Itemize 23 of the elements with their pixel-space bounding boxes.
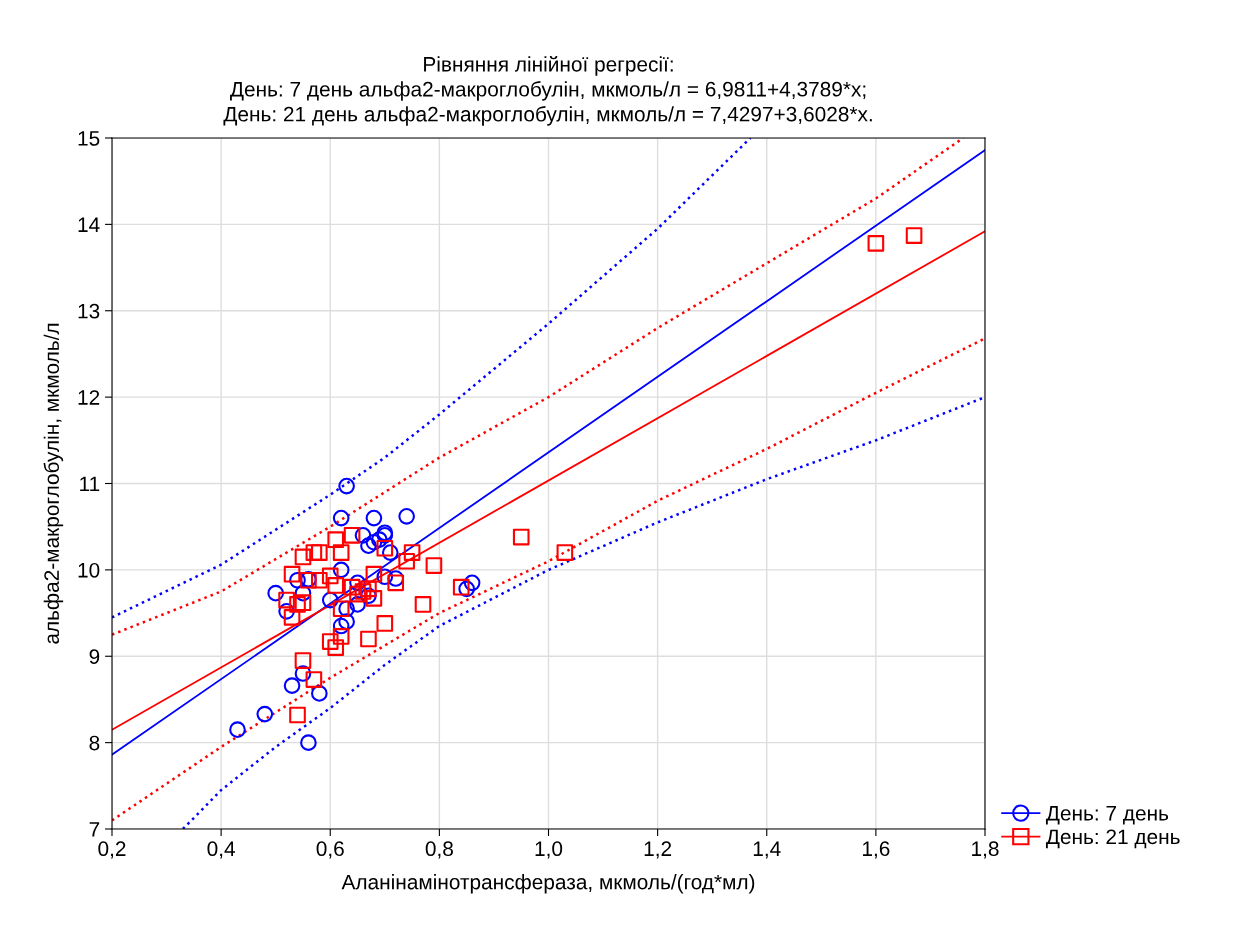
y-tick-label: 10 bbox=[78, 562, 100, 578]
x-tick-label: 0,6 bbox=[316, 841, 344, 859]
y-tick-label: 11 bbox=[80, 476, 100, 492]
x-axis-title: Аланінамінотрансфераза, мкмоль/(год*мл) bbox=[341, 874, 755, 894]
y-tick-label: 9 bbox=[89, 649, 100, 664]
y-tick-label: 14 bbox=[78, 217, 100, 232]
x-tick-label: 1,8 bbox=[972, 841, 999, 859]
x-tick-label: 0,4 bbox=[207, 841, 235, 859]
x-tick-label: 1,6 bbox=[862, 841, 890, 859]
y-tick-label: 12 bbox=[78, 390, 100, 405]
x-tick-label: 1,2 bbox=[644, 841, 672, 859]
x-tick-label: 1,0 bbox=[535, 841, 563, 859]
x-tick-label: 0,2 bbox=[98, 841, 126, 859]
y-axis-title: альфа2-макроглобулін, мкмоль/л bbox=[43, 323, 64, 644]
legend-label: День: 21 день bbox=[1045, 829, 1180, 849]
legend-label: День: 7 день bbox=[1045, 806, 1169, 825]
chart-title: Рівняння лінійної регресії: День: 7 день альфа2-макроглобулін, мкмоль/л = 6,9811+4,3789*x; День: 21 день альфа2-макроглобулін, мкмоль/л = 7,4297+3,6028*x. bbox=[223, 55, 872, 126]
y-tick-label: 8 bbox=[89, 735, 100, 751]
y-tick-label: 15 bbox=[78, 131, 100, 146]
x-tick-label: 1,4 bbox=[753, 841, 781, 859]
y-tick-label: 13 bbox=[78, 303, 100, 319]
y-tick-label: 7 bbox=[89, 822, 100, 837]
x-tick-label: 0,8 bbox=[425, 841, 453, 859]
